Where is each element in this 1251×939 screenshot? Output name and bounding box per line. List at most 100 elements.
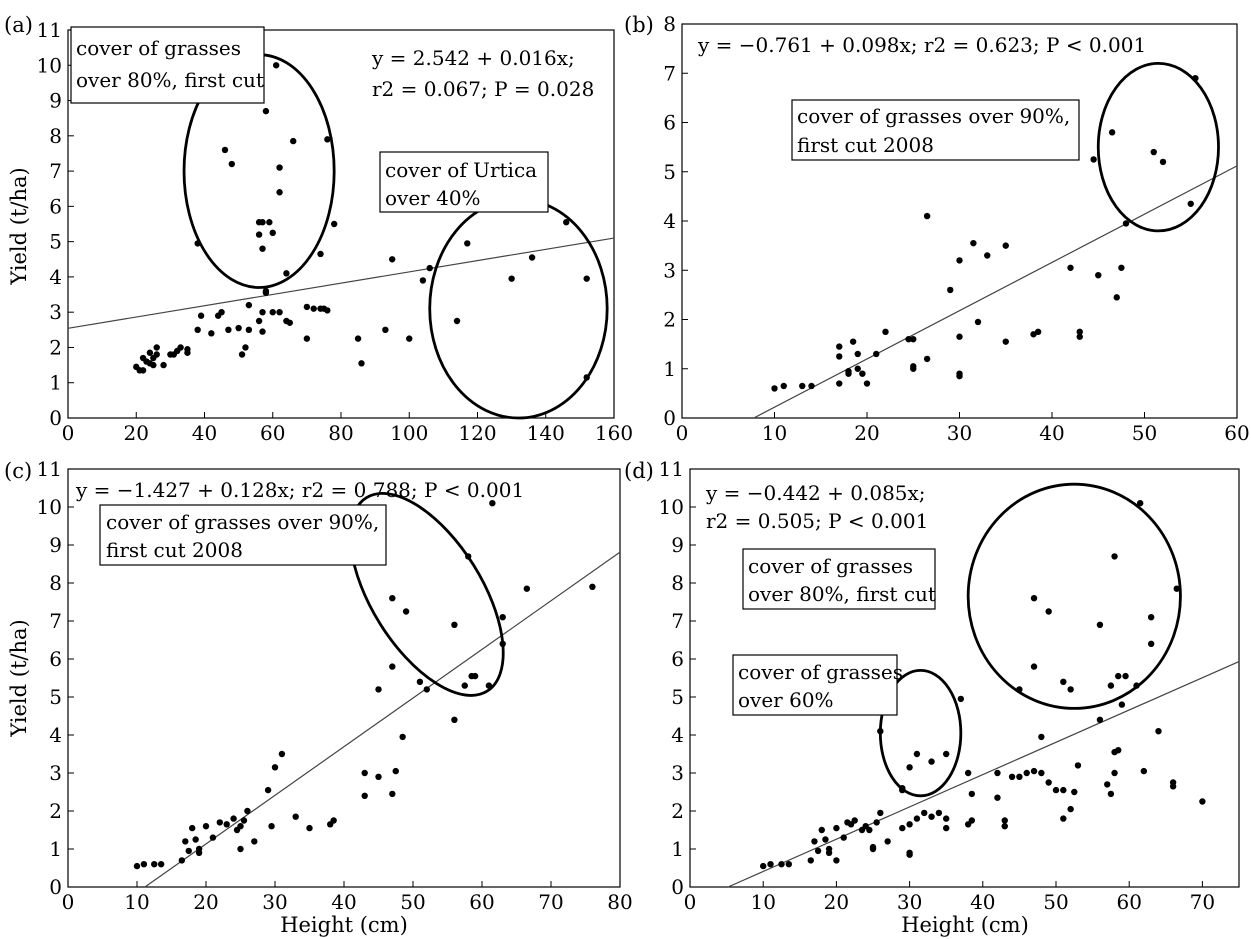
x-tick-label-c-8: 80 (607, 890, 632, 914)
y-tick-label-d-8: 8 (671, 571, 684, 595)
data-point-a-17 (184, 346, 191, 353)
data-point-d-6 (814, 847, 822, 855)
data-point-c-22 (264, 786, 272, 794)
data-point-b-39 (1118, 264, 1125, 271)
data-point-d-81 (1067, 686, 1074, 693)
x-tick-label-a-5: 100 (390, 421, 428, 445)
data-point-c-41 (471, 672, 479, 680)
data-point-a-38 (303, 335, 311, 342)
y-tick-label-b-2: 2 (663, 308, 676, 332)
data-point-a-10 (153, 344, 160, 351)
y-tick-label-b-6: 6 (663, 111, 676, 135)
annotation-line-1-grasses-b: cover of grasses over 90%, (797, 104, 1070, 128)
data-point-b-25 (956, 257, 963, 264)
data-point-a-29 (255, 317, 263, 325)
data-point-a-28 (245, 301, 253, 309)
data-point-d-26 (899, 824, 906, 832)
ticks-d: 0 10 20 30 40 50 60 70 0 1 2 3 4 5 6 7 8 9 10 11 (659, 457, 1216, 914)
data-point-c-21 (251, 838, 258, 845)
annotation-line-1-urtica-a: cover of Urtica (385, 158, 537, 182)
data-point-b-35 (1076, 333, 1083, 340)
annotation-line-1-grasses60-d: cover of grasses (738, 660, 903, 684)
regression-line-a (67, 237, 615, 329)
data-point-a-9 (153, 351, 160, 358)
y-tick-label-a-9: 9 (49, 89, 62, 113)
data-point-d-24 (884, 838, 891, 845)
data-point-c-35 (399, 733, 406, 741)
data-point-a-54 (259, 245, 266, 252)
data-point-d-83 (1107, 682, 1115, 689)
data-point-c-37 (423, 686, 430, 693)
data-point-a-57 (266, 219, 273, 226)
y-tick-label-d-5: 5 (671, 685, 684, 709)
data-point-c-26 (292, 813, 299, 820)
data-point-b-14 (873, 350, 880, 358)
y-tick-label-b-0: 0 (663, 406, 676, 430)
data-point-d-12 (833, 857, 840, 864)
data-point-b-6 (836, 343, 843, 350)
x-tick-label-b-0: 0 (676, 421, 689, 445)
data-point-c-24 (271, 764, 279, 771)
data-point-b-22 (947, 286, 954, 294)
data-point-a-46 (382, 326, 389, 334)
data-point-d-79 (1045, 608, 1052, 615)
annotation-line-2-urtica-a: over 40% (385, 186, 481, 210)
y-tick-label-d-10: 10 (659, 495, 684, 519)
y-tick-label-d-0: 0 (671, 875, 684, 899)
data-point-c-43 (499, 640, 506, 647)
group-ellipse-b-0 (1096, 62, 1220, 233)
marks-d (727, 482, 1240, 888)
x-tick-label-d-1: 10 (750, 890, 775, 914)
data-point-d-54 (1071, 788, 1078, 796)
data-point-b-30 (1002, 242, 1009, 249)
data-point-b-46 (1192, 74, 1199, 82)
y-tick-label-d-9: 9 (671, 533, 684, 557)
x-tick-label-b-2: 20 (854, 421, 879, 445)
data-point-c-51 (451, 621, 458, 628)
data-point-a-70 (464, 240, 471, 247)
data-point-a-19 (197, 312, 205, 319)
equation-line-1-a: y = 2.542 + 0.016x; (371, 46, 575, 70)
data-point-a-64 (317, 250, 324, 258)
data-point-a-71 (508, 275, 515, 282)
annotation-box-urtica-a (379, 151, 549, 213)
data-point-c-47 (375, 686, 382, 693)
data-point-d-0 (760, 862, 767, 870)
data-point-a-24 (235, 324, 242, 332)
data-point-c-44 (499, 614, 506, 621)
y-tick-label-d-2: 2 (671, 799, 684, 823)
data-point-d-63 (1169, 783, 1177, 790)
x-tick-label-c-4: 40 (331, 890, 356, 914)
data-point-a-40 (310, 305, 317, 312)
y-tick-label-a-10: 10 (37, 53, 62, 77)
y-tick-label-c-6: 6 (49, 647, 62, 671)
data-point-a-23 (225, 326, 232, 334)
data-point-c-32 (375, 773, 382, 780)
data-point-a-18 (194, 326, 201, 334)
panel-label-d: (d) (624, 459, 654, 483)
x-tick-label-d-6: 60 (1116, 890, 1141, 914)
data-point-c-13 (216, 819, 223, 826)
data-point-d-33 (935, 809, 943, 817)
data-point-d-77 (1030, 663, 1038, 670)
ticks-b: 0 10 20 30 40 50 60 0 1 2 3 4 5 6 7 8 (663, 12, 1249, 445)
data-point-a-63 (290, 137, 297, 145)
data-point-d-31 (921, 809, 928, 817)
data-point-d-46 (1023, 769, 1030, 777)
data-point-d-65 (1096, 716, 1104, 723)
data-point-a-20 (208, 330, 215, 337)
data-point-b-15 (882, 328, 889, 336)
data-point-a-49 (194, 240, 201, 247)
x-tick-label-a-7: 140 (527, 421, 565, 445)
data-point-a-51 (228, 160, 235, 168)
data-point-a-11 (160, 361, 167, 369)
data-point-a-15 (177, 344, 184, 351)
x-tick-label-c-0: 0 (62, 890, 75, 914)
data-point-b-31 (1002, 338, 1009, 345)
data-point-d-49 (1045, 779, 1052, 786)
data-point-b-29 (984, 252, 991, 259)
y-tick-label-d-1: 1 (671, 837, 684, 861)
data-point-a-75 (583, 374, 590, 381)
annotation-line-2-grasses80-d: over 80%, first cut (748, 582, 936, 606)
y-tick-label-b-5: 5 (663, 160, 676, 184)
